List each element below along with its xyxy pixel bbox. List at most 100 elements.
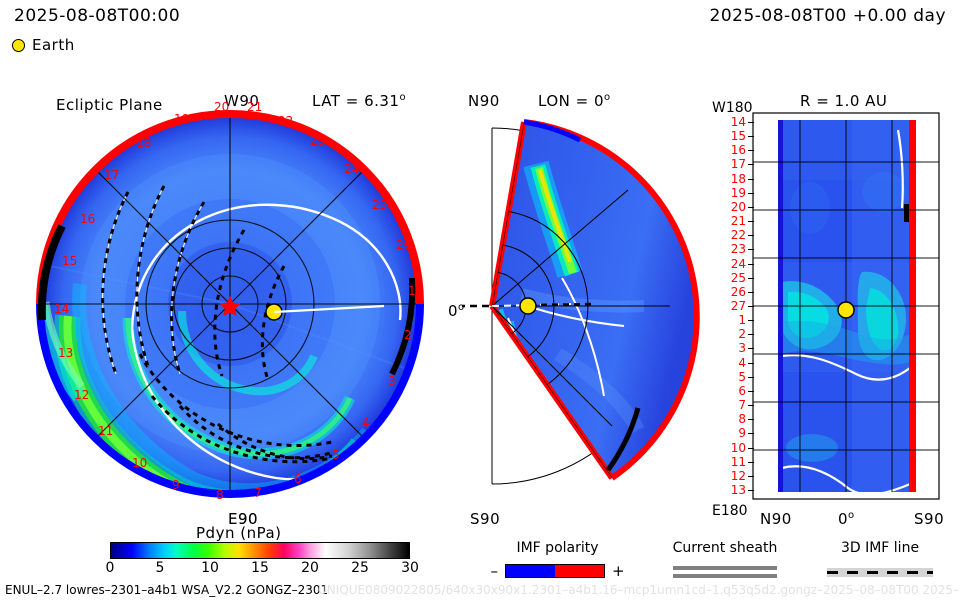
- radial-row-tick-12: 12: [730, 468, 746, 483]
- colorbar-tick-0: 0: [105, 560, 115, 576]
- radial-row-tick-6: 6: [738, 383, 746, 398]
- ecliptic-plane-plot[interactable]: 21 20 19 18 17 16 15 14 13 12 11 10 9 8 …: [32, 100, 428, 502]
- radial-row-tick-5: 5: [738, 369, 746, 384]
- colorbar-tick-10: 10: [201, 560, 219, 576]
- degree-sup: o: [399, 92, 407, 103]
- meridional-left-value: 0: [448, 302, 459, 320]
- meridional-wedge-svg: [422, 119, 700, 485]
- imf-negative-swatch: [505, 565, 555, 577]
- earth-legend: Earth: [12, 36, 75, 54]
- radial-row-tickmark: [748, 447, 754, 449]
- radial-row-tick-20: 20: [730, 199, 746, 214]
- radial-row-tick-24: 24: [730, 256, 746, 271]
- imf-polarity-title: IMF polarity: [516, 540, 599, 556]
- radial-row-tick-4: 4: [738, 355, 746, 370]
- footer-run-id: UNIQUE0809022805/640x30x90x1.2301–a4b1.1…: [318, 583, 960, 597]
- radial-row-tickmark: [748, 390, 754, 392]
- radial-row-tickmark: [748, 348, 754, 350]
- radial-row-tick-3: 3: [738, 341, 746, 356]
- radial-row-tickmark: [748, 306, 754, 307]
- radial-row-tickmark: [748, 150, 754, 152]
- radial-row-tick-2: 2: [738, 327, 746, 342]
- radial-axis-bottomleft-label: E180: [712, 503, 748, 519]
- radial-row-tick-7: 7: [738, 398, 746, 413]
- colorbar-gradient: [110, 542, 410, 559]
- earth-marker-icon: [837, 301, 855, 319]
- radial-1au-plot[interactable]: 14 15 16 17 18 19 20 21 22 23 24 25 26 27 1 2 3 4 5 6 7 8 9 10 1…: [731, 112, 940, 542]
- footer-model-info: ENUL–2.7 lowres–2301–a4b1 WSA_V2.2 GONGZ…: [5, 583, 329, 597]
- meridional-plane-plot[interactable]: [422, 108, 702, 504]
- earth-legend-label: Earth: [32, 36, 75, 54]
- radial-row-tickmark: [748, 221, 754, 223]
- sun-marker-icon: [219, 296, 241, 316]
- legend-row: IMF polarity – + Current sheath 3D IMF l…: [470, 540, 950, 590]
- radial-row-tickmark: [748, 475, 754, 477]
- radial-row-tickmark: [748, 192, 754, 194]
- radial-row-tick-21: 21: [730, 214, 746, 229]
- colorbar-e90-label: E90: [228, 510, 259, 528]
- radial-center-value: 0: [838, 510, 849, 528]
- ecliptic-disc-svg: [36, 110, 424, 498]
- radial-row-tick-17: 17: [730, 157, 746, 172]
- earth-dot-icon: [12, 38, 25, 52]
- radial-row-tick-27: 27: [730, 299, 746, 313]
- degree-sup: o: [604, 92, 611, 103]
- colorbar-tick-5: 5: [155, 560, 165, 576]
- radial-1au-svg: [752, 112, 940, 542]
- imf-polarity-swatch: [504, 564, 605, 578]
- radial-panel-title: R = 1.0 AU: [800, 92, 888, 110]
- radial-row-tick-8: 8: [738, 412, 746, 427]
- radial-row-tick-22: 22: [730, 228, 746, 243]
- degree-sup: o: [458, 302, 465, 313]
- radial-row-tickmark: [748, 178, 754, 180]
- meridional-lon-label: LON = 0o: [538, 92, 611, 110]
- imf-line-title: 3D IMF line: [840, 540, 920, 556]
- radial-row-tickmark: [748, 461, 754, 463]
- radial-row-tick-19: 19: [730, 185, 746, 200]
- radial-row-tick-1: 1: [738, 313, 746, 328]
- ecliptic-lat-label: LAT = 6.31o: [312, 92, 406, 110]
- radial-row-tickmark: [748, 405, 754, 407]
- current-sheath-legend: Current sheath: [650, 540, 800, 582]
- meridional-axis-bottom-label: S90: [470, 510, 501, 528]
- imf-line-legend: 3D IMF line: [810, 540, 950, 577]
- radial-row-tickmark: [748, 277, 754, 279]
- radial-axis-center-label: 0o: [838, 510, 855, 528]
- radial-row-tickmark: [748, 235, 754, 237]
- radial-axis-right-label: S90: [914, 510, 945, 528]
- colorbar-tick-30: 30: [401, 560, 419, 576]
- timestamp-right: 2025-08-08T00 +0.00 day: [709, 6, 946, 26]
- colorbar-tick-20: 20: [301, 560, 319, 576]
- current-sheath-title: Current sheath: [672, 540, 778, 556]
- ecliptic-panel-title: Ecliptic Plane: [56, 96, 163, 114]
- radial-axis-topleft-label: W180: [712, 100, 753, 116]
- meridional-axis-top-label: N90: [468, 92, 500, 110]
- degree-sup: o: [848, 510, 855, 521]
- radial-row-tickmark: [748, 362, 754, 364]
- colorbar-tick-25: 25: [351, 560, 369, 576]
- radial-row-tickmark: [748, 263, 754, 265]
- radial-row-tick-11: 11: [730, 454, 746, 469]
- radial-row-tick-10: 10: [730, 440, 746, 455]
- radial-row-tick-16: 16: [730, 143, 746, 158]
- meridional-lon-value: LON = 0: [538, 92, 604, 110]
- radial-row-tickmark: [748, 249, 754, 251]
- radial-row-tickmark: [748, 490, 754, 491]
- radial-row-tickmark: [748, 122, 754, 123]
- radial-row-tick-15: 15: [730, 129, 746, 144]
- radial-row-tickmark: [748, 206, 754, 208]
- radial-row-tickmark: [748, 291, 754, 293]
- radial-row-tickmark: [748, 334, 754, 336]
- radial-row-tick-18: 18: [730, 171, 746, 186]
- radial-row-tickmark: [748, 320, 754, 322]
- imf-line-swatch: [827, 568, 933, 577]
- radial-row-tickmark: [748, 433, 754, 435]
- radial-row-tickmark: [748, 419, 754, 421]
- radial-row-tickmark: [748, 164, 754, 166]
- radial-row-tickmark: [748, 376, 754, 378]
- imf-minus-sign: –: [490, 562, 498, 580]
- imf-positive-swatch: [554, 565, 604, 577]
- radial-axis-left-label: N90: [760, 510, 792, 528]
- meridional-left-angle-label: 0o: [448, 302, 465, 320]
- colorbar[interactable]: 0 5 10 15 20 25 30: [106, 542, 419, 578]
